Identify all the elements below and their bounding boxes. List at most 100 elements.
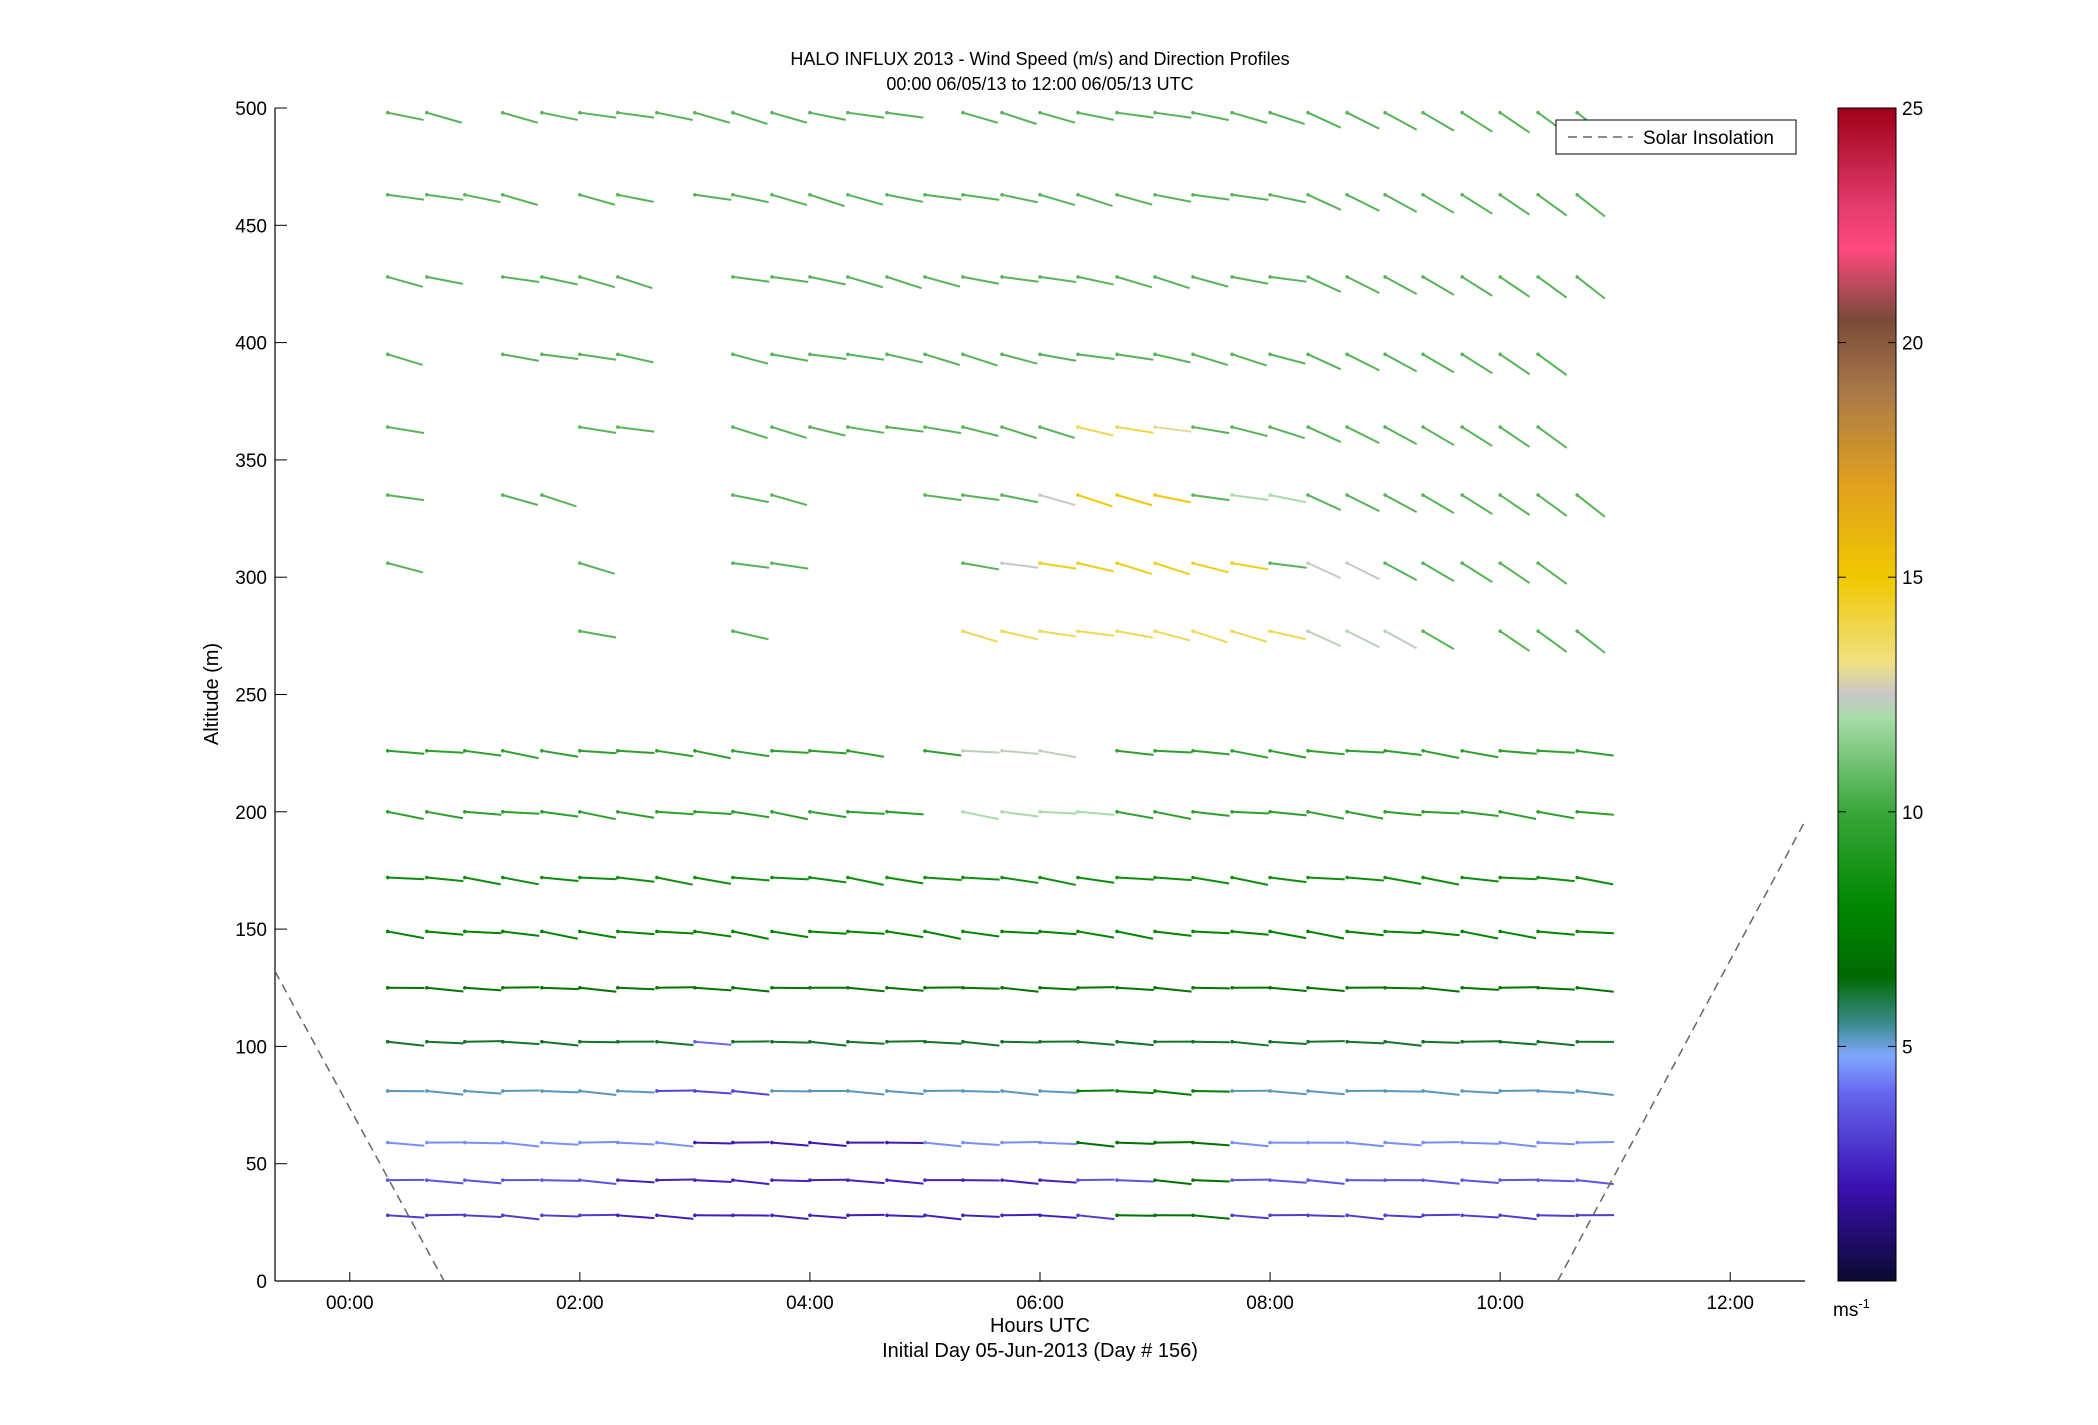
wind-barb-origin <box>693 1039 697 1044</box>
wind-barb <box>656 930 694 935</box>
wind-barb <box>579 1179 617 1186</box>
wind-barb <box>1500 986 1537 989</box>
wind-barb-origin <box>961 425 965 429</box>
wind-barb-origin <box>1038 1213 1042 1218</box>
wind-barb <box>1385 986 1422 990</box>
wind-barb <box>1307 1089 1345 1096</box>
wind-barb-origin <box>1268 749 1272 753</box>
wind-barb <box>579 749 617 755</box>
wind-barb <box>1001 353 1038 365</box>
colorbar-tick-label: 20 <box>1902 334 1923 355</box>
wind-barb-origin <box>1038 352 1042 357</box>
x-tick-label: 06:00 <box>1016 1293 1064 1314</box>
wind-barb <box>1192 930 1230 935</box>
wind-barb <box>1346 353 1380 372</box>
wind-barb <box>541 1141 579 1146</box>
wind-barb-origin <box>1153 629 1157 633</box>
wind-barb <box>1537 630 1568 653</box>
wind-barb-origin <box>1575 875 1580 880</box>
wind-barb-origin <box>500 1089 505 1093</box>
wind-barb <box>464 1214 502 1219</box>
wind-barb-origin <box>1000 1039 1004 1044</box>
wind-barb <box>1576 494 1606 518</box>
wind-barb-origin <box>1153 193 1157 197</box>
wind-barb-origin <box>1306 193 1310 197</box>
wind-barb <box>1077 930 1115 939</box>
wind-barb-origin <box>961 875 965 880</box>
wind-barb <box>732 275 770 283</box>
colorbar-tick-label: 15 <box>1902 568 1923 589</box>
wind-barb-origin <box>1268 425 1272 429</box>
wind-barb-origin <box>1191 110 1195 115</box>
wind-barb-origin <box>885 1089 889 1093</box>
wind-barb <box>771 562 809 570</box>
wind-barb <box>1154 111 1192 119</box>
wind-barb <box>1269 275 1307 283</box>
wind-barb-origin <box>1115 493 1119 497</box>
wind-barb <box>809 810 847 819</box>
wind-barb-origin <box>808 1178 812 1182</box>
wind-barb-origin <box>1230 875 1234 880</box>
wind-barb <box>1346 494 1380 513</box>
wind-barb-origin <box>1460 1178 1464 1182</box>
wind-barb-origin <box>463 1089 467 1093</box>
wind-barb-origin <box>693 985 697 990</box>
wind-barb-origin <box>463 810 467 814</box>
wind-barb <box>1307 630 1342 648</box>
wind-barb <box>1499 930 1537 940</box>
wind-barb <box>579 353 617 361</box>
wind-barb <box>1001 930 1039 935</box>
wind-barb <box>1384 111 1418 131</box>
wind-barb <box>1384 876 1422 885</box>
wind-barb-origin <box>693 1213 697 1218</box>
wind-barb <box>656 1214 694 1220</box>
wind-barb <box>1384 193 1418 213</box>
wind-barb-origin <box>1498 810 1502 814</box>
wind-barb <box>1307 426 1342 443</box>
wind-barb <box>1422 1089 1460 1096</box>
wind-barb-origin <box>385 1039 390 1044</box>
wind-barb-origin <box>1575 629 1580 633</box>
wind-barb-origin <box>1498 493 1502 497</box>
wind-barb <box>1117 1141 1154 1145</box>
wind-barb-origin <box>1345 275 1349 279</box>
wind-barb-origin <box>1076 1039 1080 1044</box>
wind-barb <box>1384 562 1418 582</box>
wind-barb <box>886 193 924 203</box>
wind-barb-origin <box>425 985 429 990</box>
wind-barb-origin <box>463 1039 467 1044</box>
wind-barb-origin <box>885 352 889 357</box>
wind-barb-origin <box>616 749 620 753</box>
wind-barb-origin <box>770 425 774 429</box>
wind-barb <box>579 876 617 881</box>
wind-barb <box>847 876 884 886</box>
wind-barb <box>502 275 540 283</box>
wind-barb-origin <box>1153 985 1157 990</box>
wind-barb <box>617 275 653 290</box>
wind-barb-origin <box>385 561 390 565</box>
wind-barb <box>1384 276 1418 295</box>
wind-barb <box>694 749 731 760</box>
wind-barb-origin <box>1460 1213 1464 1218</box>
wind-barb <box>924 353 961 366</box>
wind-barb-origin <box>770 1039 774 1044</box>
wind-barb <box>771 494 808 506</box>
wind-barb-origin <box>770 110 774 115</box>
wind-barb <box>1154 1089 1192 1096</box>
wind-barb-origin <box>923 1089 927 1093</box>
wind-barb <box>579 986 617 993</box>
wind-barb <box>962 426 999 437</box>
chart-subtitle: 00:00 06/05/13 to 12:00 06/05/13 UTC <box>886 74 1193 94</box>
wind-barb <box>1269 1089 1307 1096</box>
wind-barb-origin <box>385 1178 390 1182</box>
wind-barb-origin <box>961 561 965 565</box>
wind-barb-origin <box>1345 1089 1349 1093</box>
wind-barb-origin <box>808 352 812 357</box>
wind-barb-origin <box>1345 110 1349 115</box>
wind-barb-origin <box>1115 110 1119 115</box>
legend-label-solar: Solar Insolation <box>1643 128 1774 149</box>
wind-barb <box>541 810 579 818</box>
wind-barb-origin <box>1191 749 1195 753</box>
wind-barb <box>1039 876 1077 886</box>
wind-barb-origin <box>1345 493 1349 497</box>
